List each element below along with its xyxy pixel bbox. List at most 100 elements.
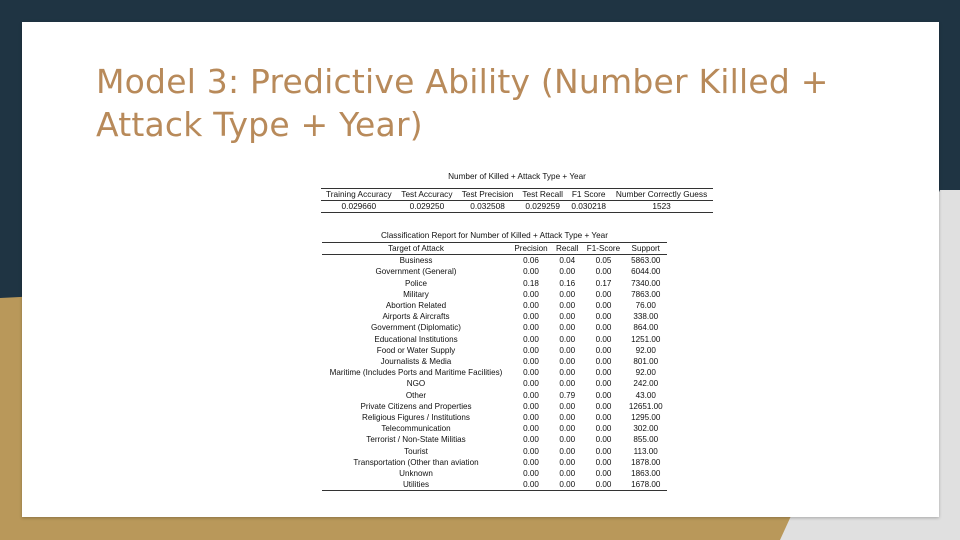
metric-cell: 1678.00 [631, 480, 661, 490]
target-of-attack-cell: Maritime (Includes Ports and Maritime Fa… [329, 368, 503, 378]
target-of-attack-cell: Terrorist / Non-State Militias [366, 435, 466, 445]
report-header-cell: Support [631, 244, 660, 253]
metric-cell: 864.00 [633, 323, 659, 333]
metric-cell: 0.00 [559, 435, 576, 445]
metric-cell: 0.00 [595, 469, 612, 479]
metric-cell: 7340.00 [631, 278, 661, 288]
target-of-attack-cell: Government (Diplomatic) [371, 323, 461, 333]
metric-cell: 0.00 [523, 424, 539, 434]
metric-cell: 0.00 [523, 323, 539, 333]
report-header-cell: F1-Score [586, 244, 621, 253]
metric-cell: 0.00 [559, 424, 576, 434]
metric-cell: 0.00 [523, 334, 539, 344]
metric-cell: 0.00 [595, 379, 612, 389]
table-row: Business 0.06 0.04 0.05 5863.00 [322, 255, 667, 267]
summary-header-cell: Test Accuracy [401, 189, 453, 199]
metric-cell: 0.00 [559, 457, 576, 467]
metric-cell: 0.00 [595, 435, 612, 445]
report-table-caption: Classification Report for Number of Kill… [381, 231, 608, 240]
target-of-attack-cell: Journalists & Media [380, 357, 452, 367]
metric-cell: 0.00 [595, 301, 612, 311]
metric-cell: 12651.00 [628, 401, 663, 411]
table-row: Unknown 0.00 0.00 0.00 1863.00 [322, 468, 667, 479]
metric-cell: 0.00 [595, 446, 612, 456]
target-of-attack-cell: Other [405, 390, 427, 400]
table-row: Telecommunication 0.00 0.00 0.00 302.00 [322, 423, 667, 434]
metric-cell: 0.00 [559, 312, 576, 322]
metric-cell: 0.00 [595, 457, 612, 467]
summary-header-row: Training Accuracy Test Accuracy Test Pre… [321, 188, 713, 201]
metric-cell: 0.00 [523, 379, 539, 389]
metric-cell: 0.00 [595, 345, 612, 355]
metric-cell: 0.00 [559, 357, 576, 367]
metric-cell: 43.00 [635, 390, 656, 400]
summary-header-cell: Training Accuracy [326, 189, 392, 199]
metric-cell: 76.00 [635, 301, 656, 311]
target-of-attack-cell: Telecommunication [381, 424, 451, 434]
metric-cell: 0.00 [523, 435, 539, 445]
target-of-attack-cell: Military [403, 289, 429, 299]
table-row: Transportation (Other than aviation 0.00 0… [322, 457, 667, 468]
metric-cell: 0.00 [523, 401, 539, 411]
report-header-row: Target of Attack Precision Recall F1-Sco… [322, 242, 667, 255]
metric-cell: 0.00 [595, 323, 612, 333]
table-row: Government (General) 0.00 0.00 0.00 6044.00 [322, 266, 667, 277]
table-row: Government (Diplomatic) 0.00 0.00 0.00 864.0… [322, 322, 667, 333]
target-of-attack-cell: Tourist [404, 446, 428, 456]
metric-cell: 0.00 [559, 334, 576, 344]
summary-header-cell: Number Correctly Guess [615, 189, 708, 199]
report-table-body: Business 0.06 0.04 0.05 5863.00 Government (G… [322, 255, 667, 491]
metric-cell: 0.00 [595, 334, 612, 344]
target-of-attack-cell: Educational Institutions [374, 334, 458, 344]
metric-cell: 302.00 [633, 424, 659, 434]
report-header-cell: Recall [555, 244, 579, 253]
target-of-attack-cell: Unknown [399, 469, 433, 479]
metric-cell: 0.79 [559, 390, 576, 400]
metric-cell: 7863.00 [631, 289, 661, 299]
summary-header-cell: F1 Score [571, 189, 606, 199]
summary-cell: 0.030218 [571, 201, 606, 211]
metric-cell: 0.00 [523, 312, 539, 322]
summary-cell: 0.032508 [470, 201, 505, 211]
table-row: Religious Figures / Institutions 0.00 0.00… [322, 412, 667, 423]
metric-cell: 0.00 [559, 345, 576, 355]
metric-cell: 1251.00 [631, 334, 661, 344]
metric-cell: 6044.00 [631, 267, 661, 277]
metric-cell: 0.00 [595, 390, 612, 400]
target-of-attack-cell: NGO [406, 379, 426, 389]
table-row: Educational Institutions 0.00 0.00 0.00 1251… [322, 334, 667, 345]
metric-cell: 1863.00 [631, 469, 661, 479]
metric-cell: 0.00 [595, 368, 612, 378]
metric-cell: 0.00 [523, 480, 539, 490]
target-of-attack-cell: Government (General) [375, 267, 457, 277]
metric-cell: 0.00 [523, 301, 539, 311]
metric-cell: 0.00 [595, 312, 612, 322]
metric-cell: 0.00 [559, 267, 576, 277]
metric-cell: 1295.00 [631, 413, 661, 423]
slide-title: Model 3: Predictive Ability (Number Kill… [96, 62, 829, 144]
metric-cell: 0.00 [523, 413, 539, 423]
metric-cell: 0.00 [559, 413, 576, 423]
table-row: Police 0.18 0.16 0.17 7340.00 [322, 278, 667, 289]
summary-cell: 1523 [652, 201, 671, 211]
target-of-attack-cell: Transportation (Other than aviation [353, 457, 479, 467]
table-row: Food or Water Supply 0.00 0.00 0.00 92.00 [322, 345, 667, 356]
metric-cell: 0.00 [595, 424, 612, 434]
target-of-attack-cell: Private Citizens and Properties [360, 401, 472, 411]
table-row: Airports & Aircrafts 0.00 0.00 0.00 338.00 [322, 311, 667, 322]
slide-card [22, 22, 939, 517]
metric-cell: 0.04 [559, 256, 576, 266]
metric-cell: 242.00 [633, 379, 659, 389]
metric-cell: 0.00 [559, 379, 576, 389]
metric-cell: 0.00 [559, 368, 576, 378]
metric-cell: 1878.00 [631, 457, 661, 467]
metric-cell: 0.17 [595, 278, 612, 288]
summary-data-row: 0.029660 0.029250 0.032508 0.029259 0.03… [321, 201, 713, 213]
metric-cell: 92.00 [635, 368, 656, 378]
metric-cell: 0.05 [595, 256, 612, 266]
metric-cell: 0.06 [523, 256, 539, 266]
metric-cell: 0.00 [523, 457, 539, 467]
metric-cell: 0.00 [523, 368, 539, 378]
classification-report-table: Target of Attack Precision Recall F1-Sco… [322, 242, 667, 491]
summary-cell: 0.029259 [525, 201, 560, 211]
